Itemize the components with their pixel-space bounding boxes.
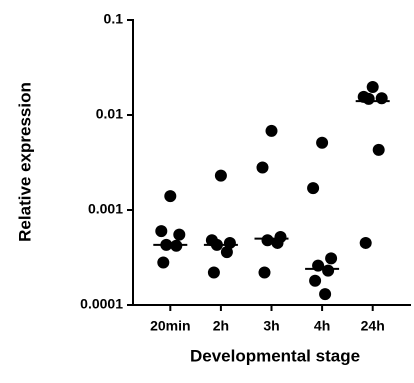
data-point bbox=[375, 92, 388, 105]
data-point bbox=[309, 274, 322, 287]
data-point bbox=[261, 234, 274, 247]
data-point bbox=[265, 124, 278, 137]
y-tick-label: 0.001 bbox=[88, 201, 123, 217]
data-point bbox=[316, 136, 329, 149]
data-point bbox=[372, 143, 385, 156]
data-point bbox=[214, 169, 227, 182]
x-tick-label: 24h bbox=[361, 318, 385, 334]
data-point bbox=[362, 92, 375, 105]
x-tick-label: 2h bbox=[213, 318, 229, 334]
data-point bbox=[173, 228, 186, 241]
data-point bbox=[170, 239, 183, 252]
data-point bbox=[164, 190, 177, 203]
data-point bbox=[210, 238, 223, 251]
data-point bbox=[223, 236, 236, 249]
x-tick-label: 3h bbox=[263, 318, 279, 334]
data-point bbox=[256, 161, 269, 174]
data-point bbox=[359, 236, 372, 249]
data-point bbox=[207, 266, 220, 279]
data-point bbox=[325, 252, 338, 265]
data-point bbox=[307, 182, 320, 195]
data-point bbox=[220, 246, 233, 259]
data-point bbox=[258, 266, 271, 279]
data-point bbox=[271, 236, 284, 249]
y-tick-label: 0.1 bbox=[104, 11, 124, 27]
x-tick-label: 20min bbox=[150, 318, 190, 334]
data-point bbox=[366, 81, 379, 94]
data-point bbox=[155, 225, 168, 238]
data-point bbox=[322, 264, 335, 277]
y-tick-label: 0.0001 bbox=[80, 296, 123, 312]
data-point bbox=[160, 238, 173, 251]
x-tick-label: 4h bbox=[314, 318, 330, 334]
data-point bbox=[157, 256, 170, 269]
y-axis-title: Relative expression bbox=[15, 82, 34, 242]
data-point bbox=[319, 288, 332, 301]
data-point bbox=[312, 259, 325, 272]
y-tick-label: 0.01 bbox=[96, 106, 123, 122]
x-axis-title: Developmental stage bbox=[190, 346, 360, 365]
